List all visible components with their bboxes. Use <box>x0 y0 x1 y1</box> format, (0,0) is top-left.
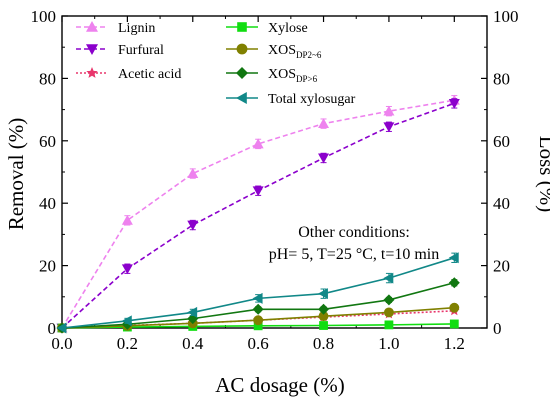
legend-entry: Furfural <box>76 43 164 58</box>
data-point <box>383 307 394 318</box>
y-tick-label-right: 40 <box>493 194 510 213</box>
series-6 <box>56 252 459 334</box>
plot-frame <box>61 15 488 329</box>
x-tick-label: 0.4 <box>182 334 204 353</box>
data-point <box>383 272 394 284</box>
data-point <box>449 302 460 313</box>
y-tick-label-left: 60 <box>39 132 56 151</box>
legend-marker <box>236 92 247 104</box>
data-point <box>252 292 263 304</box>
x-axis-title: AC dosage (%) <box>215 373 344 397</box>
data-point <box>383 294 395 306</box>
data-point <box>383 122 395 133</box>
legend-marker <box>237 22 247 32</box>
data-point <box>318 118 330 129</box>
legend-marker <box>236 67 248 79</box>
legend-label: XOSDP2~6 <box>268 43 322 60</box>
x-tick-label: 1.0 <box>378 334 399 353</box>
data-point <box>121 264 133 275</box>
x-tick-label: 1.2 <box>444 334 465 353</box>
data-point <box>252 303 264 315</box>
data-point <box>448 277 460 289</box>
data-point <box>384 320 394 330</box>
y-tick-label-left: 100 <box>31 7 57 26</box>
data-point <box>383 105 395 116</box>
y-tick-label-left: 0 <box>48 319 57 338</box>
legend-label: Acetic acid <box>118 67 181 82</box>
y-tick-label-left: 20 <box>39 257 56 276</box>
data-point <box>318 288 328 300</box>
data-point <box>318 303 330 315</box>
y-tick-label-left: 40 <box>39 194 56 213</box>
data-point <box>252 138 264 149</box>
legend-entry: Xylose <box>226 21 308 36</box>
y-tick-label-right: 100 <box>493 7 519 26</box>
x-tick-label: 0.2 <box>117 334 138 353</box>
annotation-line-1: Other conditions: <box>298 224 410 241</box>
y-axis-title-left: Removal (%) <box>4 118 28 231</box>
y-axis-title-right: Loss (%) <box>535 136 550 212</box>
series-line <box>61 99 455 329</box>
data-point <box>187 306 198 318</box>
legend-label-subscript: DP>6 <box>296 74 318 84</box>
data-point <box>187 220 199 231</box>
legend-entry: Total xylosugar <box>226 92 356 107</box>
legend-label: Lignin <box>118 21 155 36</box>
data-point <box>318 153 330 164</box>
data-point <box>449 319 459 329</box>
data-point <box>253 315 264 326</box>
y-tick-label-right: 20 <box>493 257 510 276</box>
legend-label: Furfural <box>118 43 164 58</box>
legend-marker <box>86 21 98 32</box>
y-tick-label-left: 80 <box>39 69 56 88</box>
data-point <box>121 214 133 225</box>
data-point <box>56 322 67 334</box>
data-point <box>448 98 460 109</box>
legend-label: Total xylosugar <box>268 92 356 107</box>
legend-entry: XOSDP2~6 <box>226 43 322 60</box>
data-point <box>187 168 199 178</box>
legend-label-subscript: DP2~6 <box>296 50 322 60</box>
legend-entry: Acetic acid <box>76 67 181 82</box>
x-tick-label: 0.8 <box>313 334 334 353</box>
legend-label: Xylose <box>268 21 308 36</box>
legend-entry: XOSDP>6 <box>226 67 318 84</box>
series-1 <box>56 98 460 334</box>
y-tick-label-right: 80 <box>493 69 510 88</box>
legend-label: XOSDP>6 <box>268 67 318 84</box>
annotation-line-2: pH= 5, T=25 °C, t=10 min <box>269 246 440 263</box>
legend-marker <box>86 67 98 78</box>
y-tick-label-right: 0 <box>493 319 502 338</box>
x-tick-label: 0.0 <box>51 334 72 353</box>
legend-marker <box>236 43 248 55</box>
data-point <box>448 252 459 264</box>
data-point <box>319 321 328 330</box>
y-tick-label-right: 60 <box>493 132 510 151</box>
x-tick-label: 0.6 <box>248 334 269 353</box>
data-point <box>252 186 264 197</box>
data-point <box>121 315 132 327</box>
legend-marker <box>86 44 98 55</box>
data-point <box>253 321 263 331</box>
data-point <box>318 311 329 322</box>
legend-entry: Lignin <box>76 21 155 36</box>
